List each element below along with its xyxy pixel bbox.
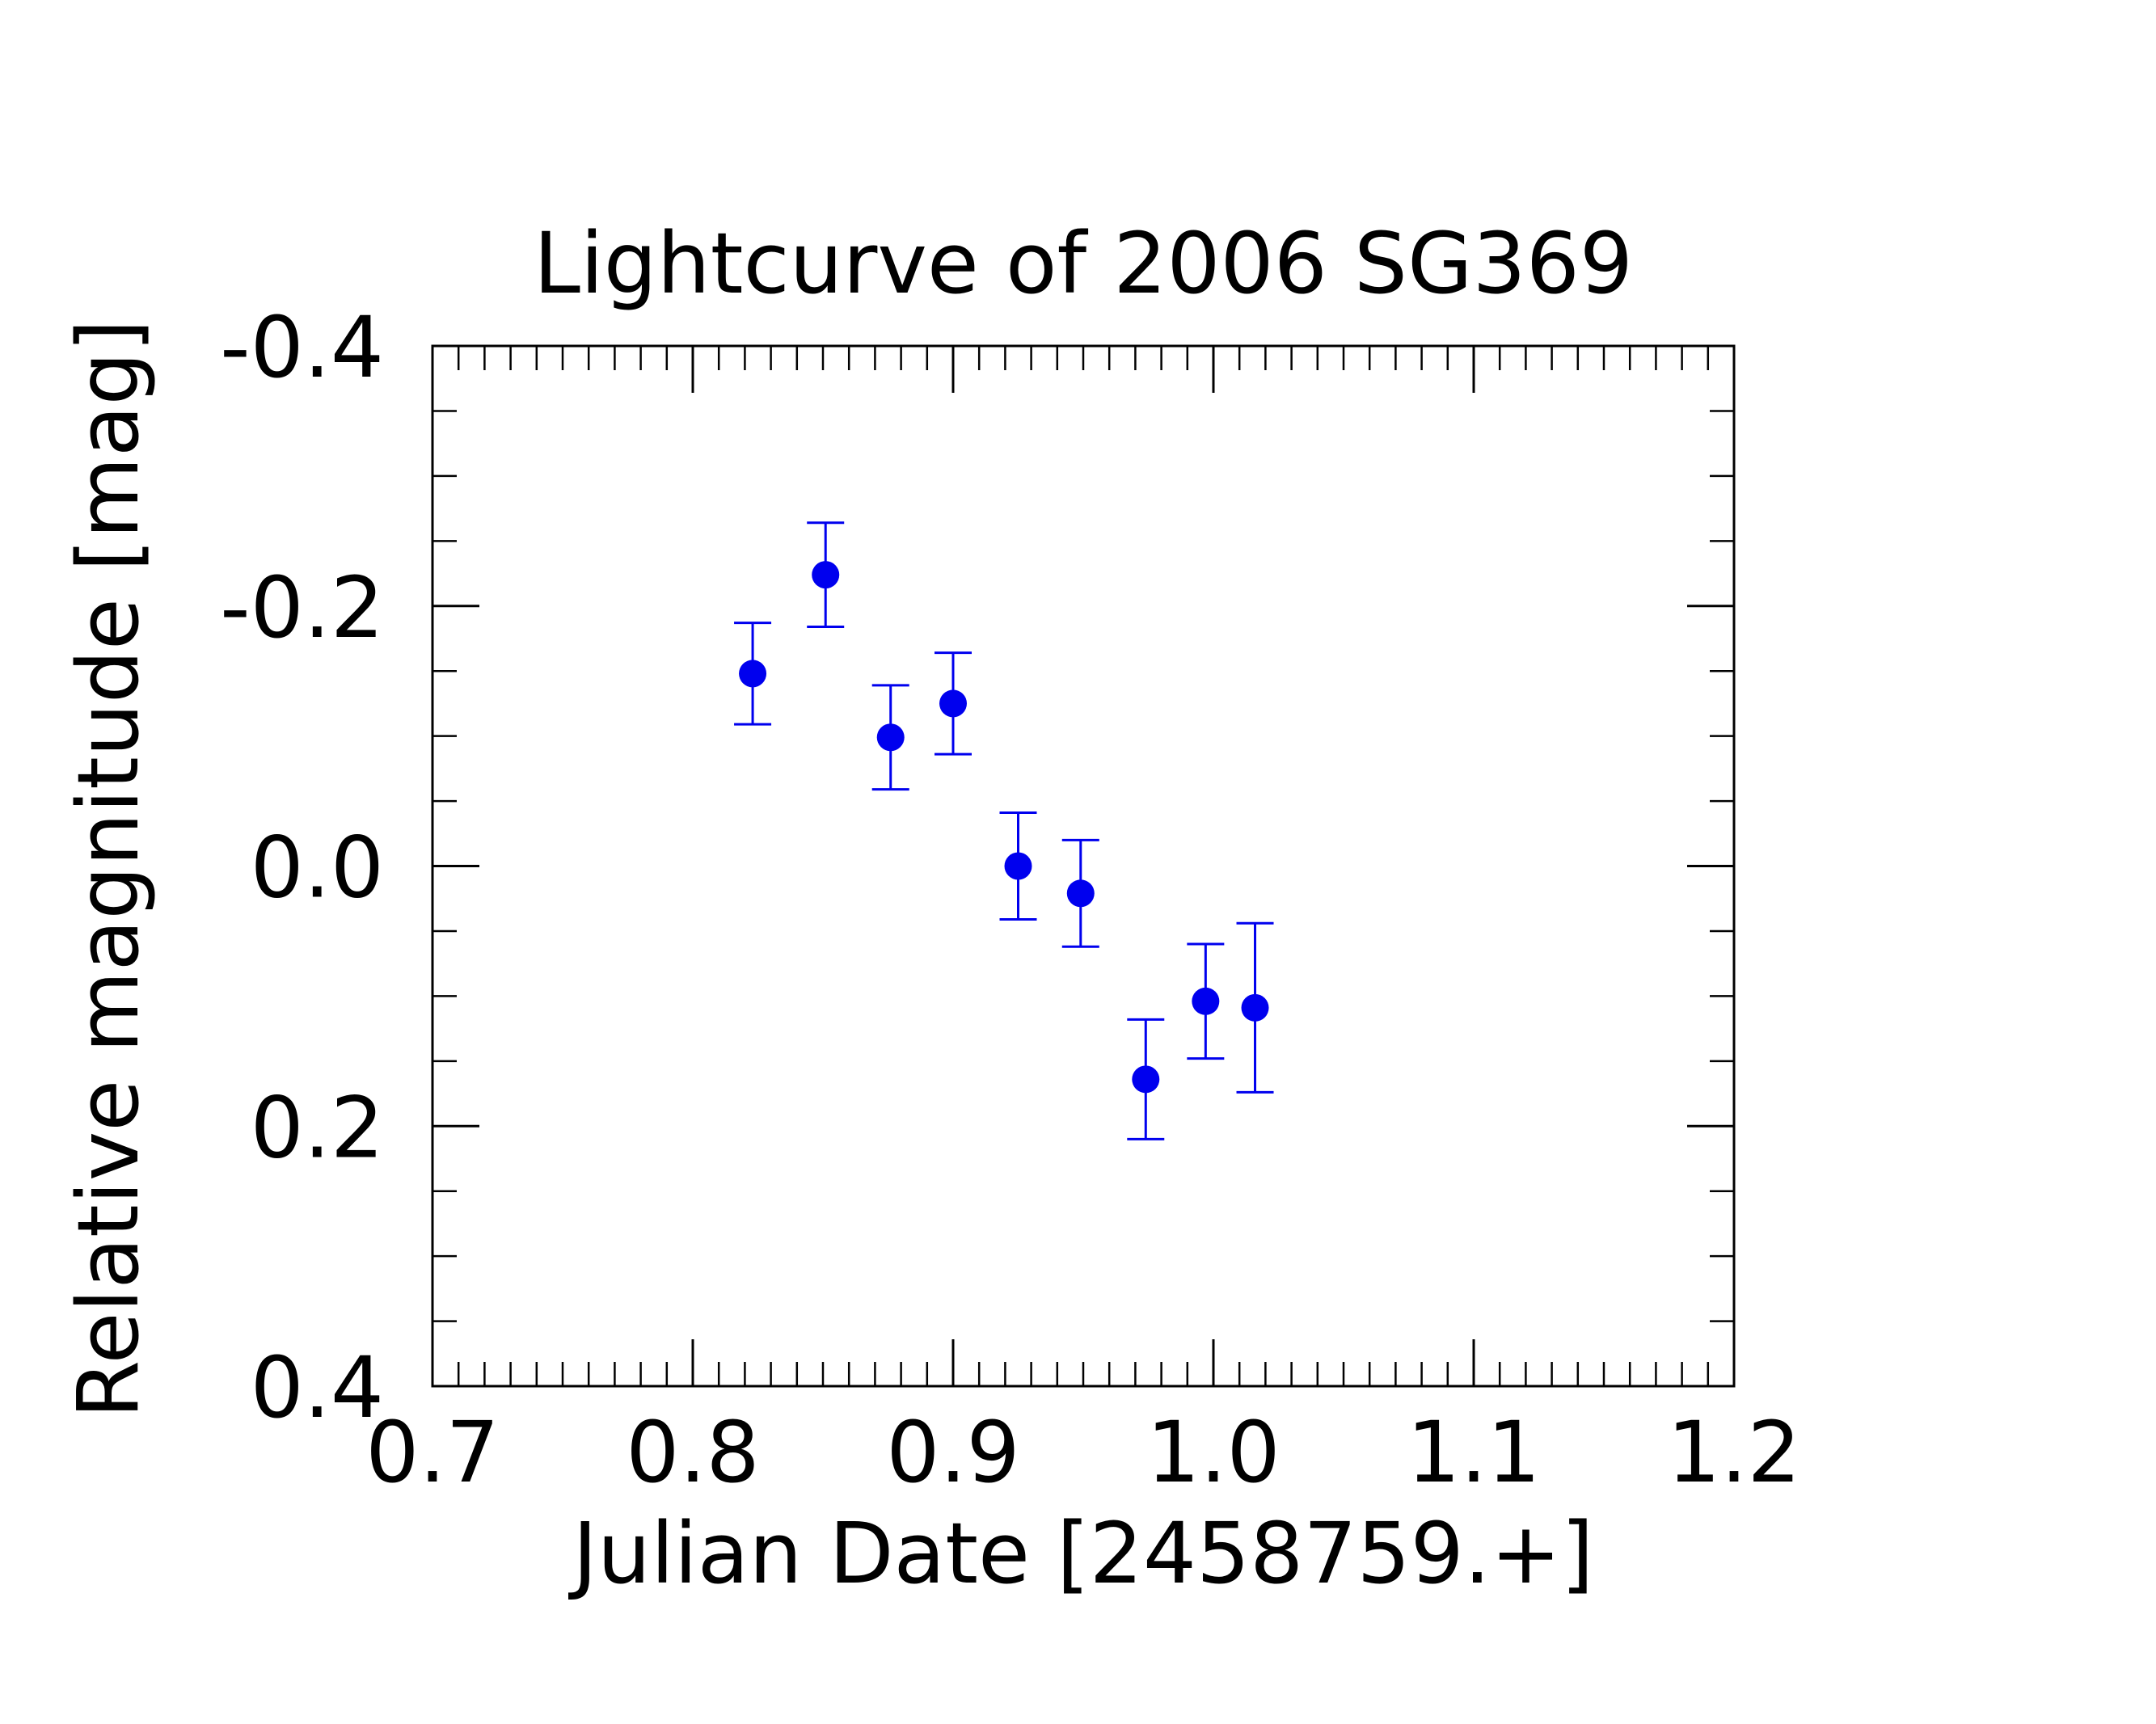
x-tick-label: 0.9 bbox=[886, 1403, 1019, 1502]
x-tick-label: 0.8 bbox=[626, 1403, 759, 1502]
data-point bbox=[1192, 987, 1220, 1015]
data-point bbox=[1132, 1065, 1160, 1094]
x-tick-label: 1.2 bbox=[1667, 1403, 1800, 1502]
data-point bbox=[1241, 993, 1269, 1022]
data-point bbox=[1004, 852, 1032, 880]
data-point bbox=[939, 689, 967, 718]
data-point bbox=[1066, 879, 1095, 908]
y-tick-label: 0.4 bbox=[251, 1338, 384, 1437]
data-point bbox=[739, 660, 767, 688]
x-tick-label: 0.7 bbox=[365, 1403, 499, 1502]
chart-title: Lightcurve of 2006 SG369 bbox=[534, 214, 1633, 313]
y-tick-label: 0.0 bbox=[251, 819, 384, 917]
x-tick-label: 1.1 bbox=[1407, 1403, 1540, 1502]
y-axis-label: Relative magnitude [mag] bbox=[59, 319, 158, 1418]
y-tick-label: 0.2 bbox=[251, 1078, 384, 1177]
plot-area: 0.7 0.8 0.9 1.0 1.1 1.2 -0.4 -0.2 0.0 0.2 0.4 bbox=[220, 298, 1801, 1502]
x-axis-label: Julian Date [2458759.+] bbox=[567, 1504, 1593, 1603]
y-tick-label: -0.2 bbox=[220, 559, 384, 657]
x-tick-label: 1.0 bbox=[1146, 1403, 1280, 1502]
y-tick-label: -0.4 bbox=[220, 298, 384, 397]
data-point bbox=[812, 561, 840, 589]
data-point bbox=[876, 723, 905, 752]
